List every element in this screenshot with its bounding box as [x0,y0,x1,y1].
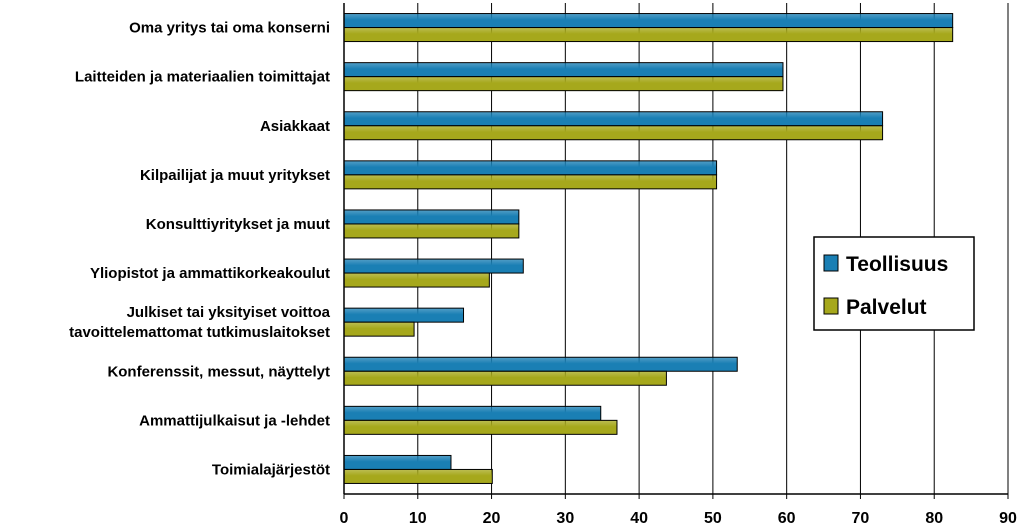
category-label: tavoittelemattomat tutkimuslaitokset [69,324,330,341]
bar-palvelut-6 [343,321,415,337]
x-tick-label: 0 [340,510,349,527]
category-labels: Oma yritys tai oma konserni Laitteiden ja… [69,20,331,479]
bar-teollisuus-6 [343,307,465,323]
category-label: Oma yritys tai oma konserni [129,20,330,37]
bar-teollisuus-9 [343,454,452,470]
x-tick-label: 60 [778,510,796,527]
bar-palvelut-2 [343,125,884,141]
bar-teollisuus-8 [343,405,602,421]
bar-palvelut-4 [343,223,520,239]
category-label: Konferenssit, messut, näyttelyt [107,363,330,380]
bar-palvelut-3 [343,174,718,190]
category-label: Toimialajärjestöt [212,461,330,478]
axes [343,3,1009,499]
bar-teollisuus-7 [343,356,738,372]
x-tick-label: 70 [852,510,870,527]
legend-label-teollisuus: Teollisuus [846,253,948,276]
bar-teollisuus-2 [343,111,884,127]
category-label: Konsulttiyritykset ja muut [146,216,330,233]
category-label: Kilpailijat ja muut yritykset [140,167,330,184]
category-label: Ammattijulkaisut ja -lehdet [139,412,330,429]
x-tick-label: 40 [630,510,648,527]
category-label: Laitteiden ja materiaalien toimittajat [75,69,330,86]
bar-teollisuus-3 [343,160,718,176]
legend: Teollisuus Palvelut [813,236,975,331]
category-label: Julkiset tai yksityiset voittoa [127,304,331,321]
x-tick-label: 80 [925,510,943,527]
bar-palvelut-0 [343,27,954,43]
category-label: Yliopistot ja ammattikorkeakoulut [90,265,330,282]
bar-palvelut-5 [343,272,490,288]
x-tick-label: 20 [483,510,501,527]
legend-label-palvelut: Palvelut [846,296,927,319]
bar-palvelut-1 [343,76,784,92]
bar-teollisuus-0 [343,13,954,29]
bar-teollisuus-4 [343,209,520,225]
bar-palvelut-7 [343,370,667,386]
x-tick-label: 10 [409,510,427,527]
x-tick-label: 90 [999,510,1017,527]
bar-palvelut-8 [343,419,618,435]
bar-palvelut-9 [343,468,493,484]
legend-box [813,236,975,331]
bar-teollisuus-1 [343,62,784,78]
x-tick-labels: 0 10 20 30 40 50 60 70 80 90 [340,510,1017,527]
bar-teollisuus-5 [343,258,524,274]
x-tick-label: 30 [556,510,574,527]
legend-swatch-palvelut [823,297,839,315]
category-label: Asiakkaat [260,118,330,135]
x-tick-label: 50 [704,510,722,527]
legend-swatch-teollisuus [823,254,839,272]
